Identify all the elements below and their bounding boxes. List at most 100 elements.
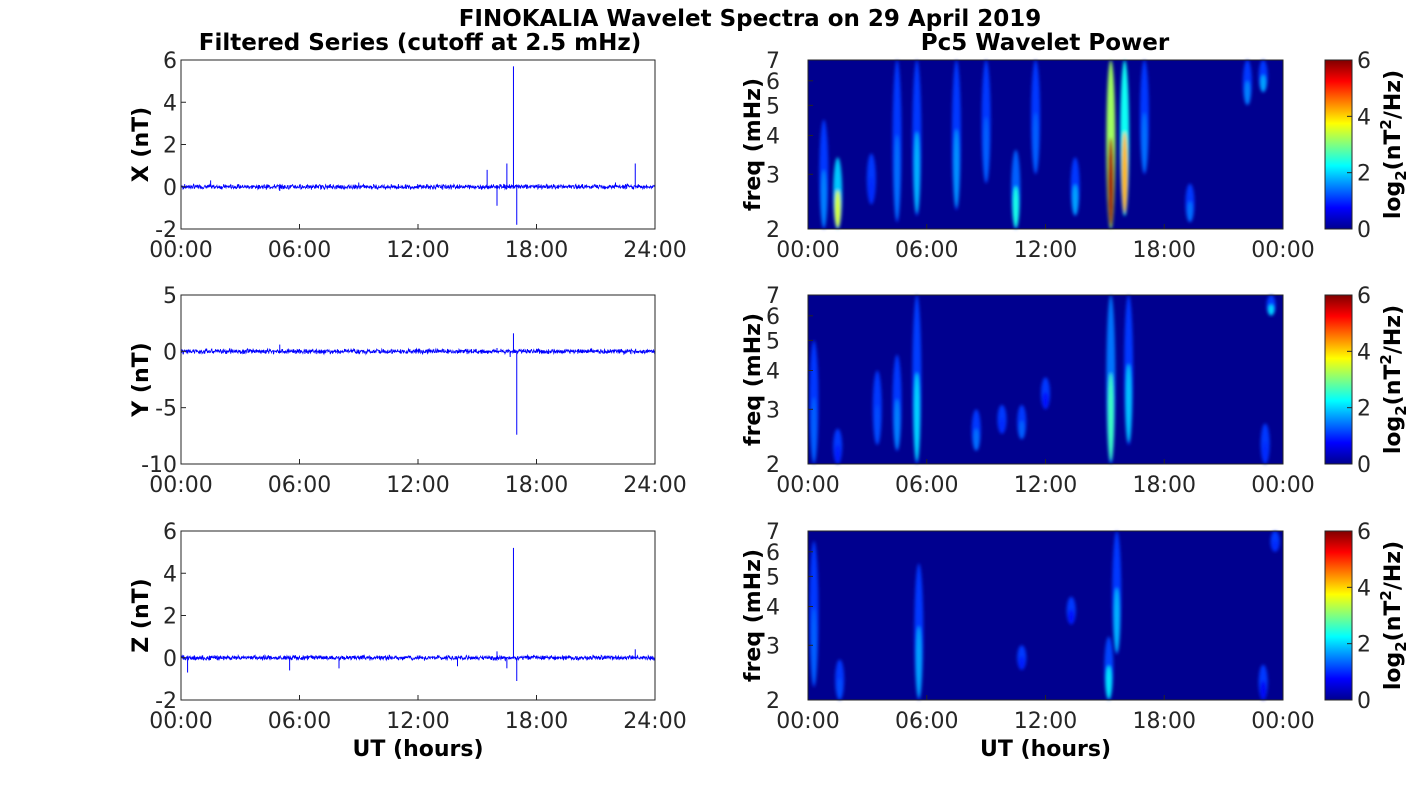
panel-4-burst-core (810, 397, 817, 462)
panel-2-ytick-label: 3 (766, 163, 780, 188)
panel-6-power-burst (914, 563, 924, 700)
panel-1-plot-area (181, 60, 655, 229)
panel-6-burst-core (1272, 540, 1279, 552)
panel-5-line-chart: 00:00 06:00 12:00 18:00 24:00 -2 0 2 4 6 Z (nT) UT … (129, 520, 687, 762)
panel-4-burst-core (834, 444, 841, 464)
panel-2-power-background (808, 60, 1283, 229)
panel-4-burst-core (1125, 364, 1132, 443)
panel-3-ytick-label: -5 (155, 397, 177, 422)
panel-2-power-burst (866, 153, 876, 205)
panel-1-ytick-label: 2 (163, 134, 177, 159)
panel-4-power-burst (1266, 295, 1276, 316)
panel-5-ytick-label: 2 (163, 605, 177, 630)
panel-2-burst-core (1141, 112, 1148, 173)
panel-2-burst-core (820, 169, 827, 227)
panel-4-power-burst (1041, 377, 1050, 410)
panel-4-burst-core (913, 372, 920, 461)
panel-2-power-burst (912, 60, 922, 217)
panel-6-power-burst (1066, 596, 1076, 625)
panel-4-burst-core (1107, 372, 1114, 461)
panel-6-ytick-label: 3 (766, 634, 780, 659)
panel-4-power-burst (1017, 404, 1027, 440)
panel-4-power-burst (1260, 423, 1270, 464)
panel-4-xtick-label: 18:00 (1133, 473, 1196, 498)
panel-2-burst-core (1244, 80, 1251, 105)
panel-2-burst-core (1107, 137, 1114, 226)
panel-2-power-burst (951, 60, 961, 211)
panel-2-power-burst (892, 60, 902, 223)
panel-1-xtick-label: 18:00 (505, 238, 568, 263)
panel-5-xlabel: UT (hours) (352, 737, 483, 762)
panel-2-ytick-label: 7 (766, 49, 780, 74)
panel-4-colorbar-tick-label: 0 (1357, 453, 1371, 478)
panel-1-xtick-label: 00:00 (149, 238, 212, 263)
panel-1-xtick-label: 06:00 (268, 238, 331, 263)
panel-4-xtick-label: 00:00 (776, 473, 839, 498)
panel-6-burst-core (915, 626, 922, 698)
panel-2-xtick-label: 12:00 (1014, 238, 1077, 263)
panel-6-colorbar-tick-label: 2 (1357, 633, 1371, 658)
panel-5-noise-trace (180, 653, 656, 662)
panel-4-burst-core (973, 428, 980, 451)
panel-6-ylabel: freq (mHz) (741, 549, 766, 682)
panel-2-burst-core (1012, 186, 1019, 228)
panel-2-burst-core (913, 131, 920, 214)
panel-6-ytick-label: 6 (766, 541, 780, 566)
panel-2-colorbar-gradient (1324, 59, 1353, 230)
panel-3-noise-trace (180, 347, 656, 356)
panel-2-power-burst (1258, 60, 1268, 93)
panel-2-colorbar-tick-label: 2 (1357, 162, 1371, 187)
panel-1-ytick-label: 6 (163, 49, 177, 74)
panel-6-xtick-label: 00:00 (776, 709, 839, 734)
panel-4-burst-core (874, 404, 881, 444)
panel-6-burst-core (1260, 680, 1267, 700)
panel-5-xtick-label: 12:00 (386, 709, 449, 734)
panel-4-burst-core (1018, 420, 1025, 439)
panel-4-ytick-label: 7 (766, 284, 780, 309)
panel-1-noise-trace (180, 183, 656, 191)
panel-2-power-burst (1070, 157, 1080, 217)
panel-2-burst-core (1260, 74, 1267, 92)
panel-4-power-burst (892, 354, 902, 452)
panel-2-burst-core (1186, 201, 1193, 222)
panel-6-burst-core (1113, 587, 1120, 653)
panel-6-power-background (808, 531, 1283, 700)
panel-3-ylabel: Y (nT) (129, 342, 154, 417)
panel-4-ylabel: freq (mHz) (741, 313, 766, 446)
panel-4-xtick-label: 06:00 (895, 473, 958, 498)
panel-2-power-burst (1011, 149, 1021, 229)
panel-6-power-burst (1112, 531, 1122, 655)
panel-4-xtick-label: 00:00 (1251, 473, 1314, 498)
panel-2-burst-core (1072, 184, 1079, 215)
panel-1-xtick-label: 24:00 (623, 238, 686, 263)
panel-4-ytick-label: 5 (766, 329, 780, 354)
panel-2-ytick-label: 5 (766, 94, 780, 119)
panel-2-xtick-label: 00:00 (776, 238, 839, 263)
panel-2-burst-core (1121, 131, 1128, 214)
panel-5-xtick-label: 24:00 (623, 709, 686, 734)
left-column-title: Filtered Series (cutoff at 2.5 mHz) (199, 30, 642, 56)
panel-2-ytick-label: 2 (766, 218, 780, 243)
panel-4-power-burst (912, 295, 922, 464)
panel-2-ylabel: freq (mHz) (741, 78, 766, 211)
panel-3-plot-area (181, 295, 655, 464)
panel-5-xtick-label: 06:00 (268, 709, 331, 734)
panel-2-burst-core (834, 190, 841, 228)
panel-4-ytick-label: 2 (766, 453, 780, 478)
panel-6-colorbar-tick-label: 6 (1357, 520, 1371, 545)
panel-4-burst-core (1262, 442, 1269, 464)
panel-4-ytick-label: 6 (766, 305, 780, 330)
right-column-title: Pc5 Wavelet Power (921, 30, 1170, 56)
panel-6-power-burst (1104, 636, 1114, 701)
panel-3-xtick-label: 12:00 (386, 473, 449, 498)
panel-1-xtick-label: 12:00 (386, 238, 449, 263)
panel-6-burst-core (1105, 665, 1112, 699)
panel-5-ytick-label: 4 (163, 562, 177, 587)
panel-6-ytick-label: 5 (766, 565, 780, 590)
panel-4-power-burst (872, 370, 882, 446)
panel-5-ytick-label: 6 (163, 520, 177, 545)
